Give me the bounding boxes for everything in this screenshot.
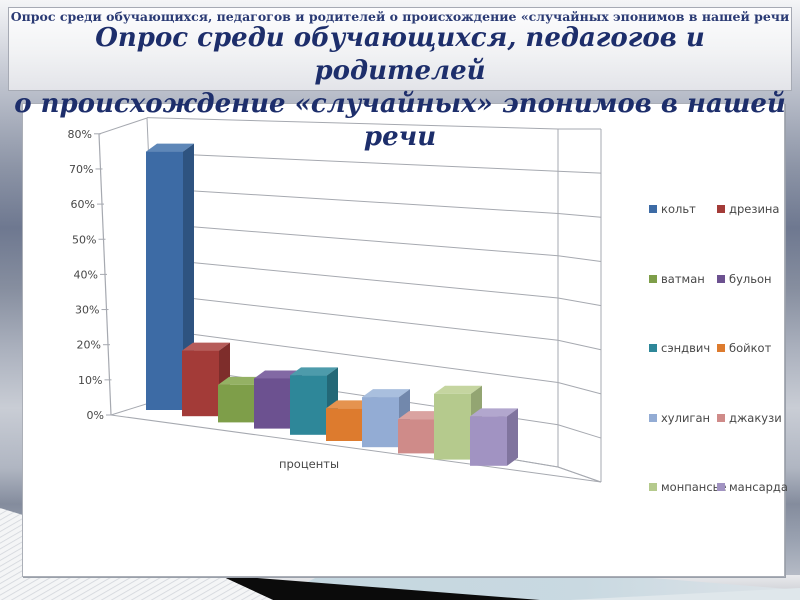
bar-кольт: [146, 151, 183, 410]
y-tick-label: 50%: [72, 233, 96, 246]
gridline-side: [557, 297, 602, 307]
legend-label: бойкот: [729, 341, 772, 355]
legend-swatch-дрезина: [717, 205, 725, 213]
legend-item-бойкот: бойкот: [717, 341, 771, 355]
bar-side-мансарда: [507, 408, 518, 466]
gridline: [154, 293, 559, 341]
y-tick-label: 40%: [74, 268, 98, 281]
gridline: [155, 328, 559, 383]
legend-swatch-бойкот: [717, 344, 725, 352]
bar-бульон: [254, 378, 291, 429]
legend-item-бульон: бульон: [717, 272, 772, 286]
bar-бойкот: [326, 408, 363, 441]
gridline-side: [557, 339, 602, 351]
y-tick-label: 70%: [69, 163, 93, 176]
bar-хулиган: [362, 397, 399, 448]
chart-panel: 0% 10% 20% 30% 40% 50% 60% 70% 80% проценты кольт…: [22, 103, 788, 577]
y-tick-label: 20%: [77, 339, 101, 352]
legend-swatch-мансарда: [717, 483, 725, 491]
title-box: Опрос среди обучающихся, педагогов и род…: [8, 7, 792, 152]
gridline: [146, 117, 559, 130]
slide-title: Опрос среди обучающихся, педагогов и род…: [9, 22, 791, 154]
legend-swatch-монпансье: [649, 483, 657, 491]
y-tick-label: 0%: [87, 409, 104, 422]
gridline: [152, 258, 559, 299]
legend-item-монпансье: монпансье: [649, 480, 727, 494]
legend-label: ватман: [661, 271, 705, 286]
bar-top-мансарда: [470, 408, 518, 417]
legend-label: мансарда: [729, 480, 788, 494]
bar-дрезина: [182, 350, 219, 417]
bar-джакузи: [398, 419, 435, 454]
legend-label: кольт: [661, 202, 696, 216]
legend-item-хулиган: хулиган: [649, 411, 710, 425]
slide-title-line2: о происхождение «случайных» эпонимов в н…: [14, 89, 786, 152]
gridline: [151, 223, 559, 257]
pale-blue-wedge: [570, 588, 800, 600]
slide-title-small-overlay: Опрос среди обучающихся, педагогов и род…: [10, 9, 790, 24]
legend-swatch-сэндвич: [649, 344, 657, 352]
legend-swatch-ватман: [649, 274, 657, 283]
legend-item-дрезина: дрезина: [717, 202, 779, 216]
bar-side-кольт: [183, 143, 194, 410]
slide-title-line1: Опрос среди обучающихся, педагогов и род…: [95, 23, 705, 86]
legend-swatch-хулиган: [649, 413, 657, 422]
legend-label: монпансье: [661, 480, 727, 494]
gridline-side: [557, 170, 602, 174]
gridline: [149, 187, 559, 214]
black-diagonal-band: [219, 575, 540, 600]
bar-top-монпансье: [434, 385, 482, 394]
y-tick-label: 60%: [71, 198, 95, 211]
bar-сэндвич: [290, 375, 327, 435]
bar-top-кольт: [146, 143, 194, 152]
legend-swatch-джакузи: [717, 413, 725, 422]
bar-ватман: [218, 384, 255, 423]
gridline-side: [557, 466, 602, 483]
wall-top-left-edge: [98, 117, 148, 135]
x-axis-title: проценты: [279, 457, 339, 471]
bar-монпансье: [434, 393, 471, 460]
legend-item-мансарда: мансарда: [717, 480, 788, 494]
gridline-side: [557, 424, 602, 439]
legend-item-ватман: ватман: [649, 272, 705, 286]
bar-top-дрезина: [182, 342, 230, 351]
legend-label: джакузи: [729, 410, 782, 425]
legend-label: сэндвич: [661, 341, 711, 355]
legend-label: хулиган: [661, 410, 711, 425]
y-tick-label: 30%: [75, 304, 99, 317]
bar-top-сэндвич: [290, 367, 338, 376]
gridline: [148, 152, 559, 172]
bar3d-chart: 0% 10% 20% 30% 40% 50% 60% 70% 80% проценты: [68, 117, 602, 483]
gridline-side: [557, 255, 602, 262]
bar-top-хулиган: [362, 389, 410, 398]
gridline-side: [557, 382, 602, 395]
legend-item-джакузи: джакузи: [717, 411, 782, 425]
legend-item-сэндвич: сэндвич: [649, 341, 710, 355]
y-tick-label: 10%: [78, 374, 102, 387]
legend-swatch-кольт: [649, 205, 657, 213]
legend-swatch-бульон: [717, 274, 725, 283]
legend-label: бульон: [729, 271, 772, 286]
bar-мансарда: [470, 416, 507, 466]
legend-label: дрезина: [729, 202, 780, 216]
gridline-side: [557, 213, 602, 218]
legend-item-кольт: кольт: [649, 202, 696, 216]
y-tick-label: 80%: [68, 128, 92, 141]
